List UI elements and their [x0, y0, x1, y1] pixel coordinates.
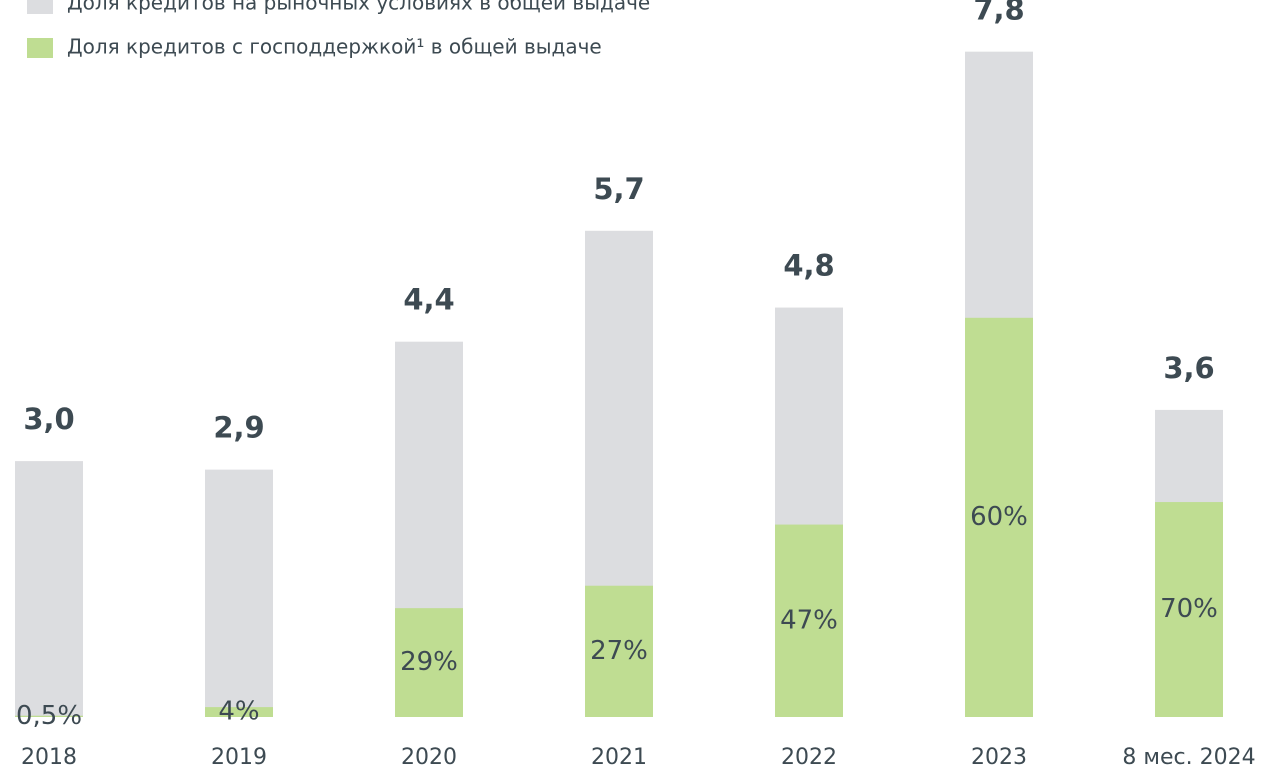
x-tick-label: 8 мес. 2024 — [1122, 745, 1255, 770]
share-label: 60% — [970, 502, 1028, 532]
total-label: 3,6 — [1163, 351, 1214, 385]
bar-share — [205, 707, 273, 717]
total-label: 2,9 — [213, 411, 264, 445]
total-label: 5,7 — [593, 172, 644, 206]
legend-label: Доля кредитов с господдержкой¹ в общей в… — [67, 35, 602, 59]
bar-share — [775, 524, 843, 717]
total-label: 3,0 — [23, 402, 74, 436]
x-tick-label: 2020 — [401, 745, 457, 770]
share-label: 0,5% — [16, 701, 82, 731]
share-label: 29% — [400, 647, 458, 677]
total-label: 4,8 — [783, 249, 834, 283]
share-label: 27% — [590, 636, 648, 666]
x-tick-label: 2021 — [591, 745, 647, 770]
legend-swatch — [27, 38, 53, 58]
share-label: 70% — [1160, 594, 1218, 624]
x-tick-label: 2022 — [781, 745, 837, 770]
bar-share — [585, 585, 653, 717]
bar-share — [15, 715, 83, 717]
share-label: 4% — [218, 697, 259, 727]
x-tick-label: 2023 — [971, 745, 1027, 770]
x-tick-label: 2018 — [21, 745, 77, 770]
total-label: 4,4 — [403, 283, 454, 317]
share-label: 47% — [780, 605, 838, 635]
bar-total — [205, 469, 273, 717]
bar-share — [1155, 502, 1223, 717]
bar-share — [965, 317, 1033, 717]
legend-label: Доля кредитов на рыночных условиях в общ… — [67, 0, 650, 15]
x-tick-label: 2019 — [211, 745, 267, 770]
legend-swatch — [27, 0, 53, 14]
bar-share — [395, 608, 463, 717]
bar-total — [15, 461, 83, 717]
total-label: 7,8 — [973, 0, 1024, 27]
